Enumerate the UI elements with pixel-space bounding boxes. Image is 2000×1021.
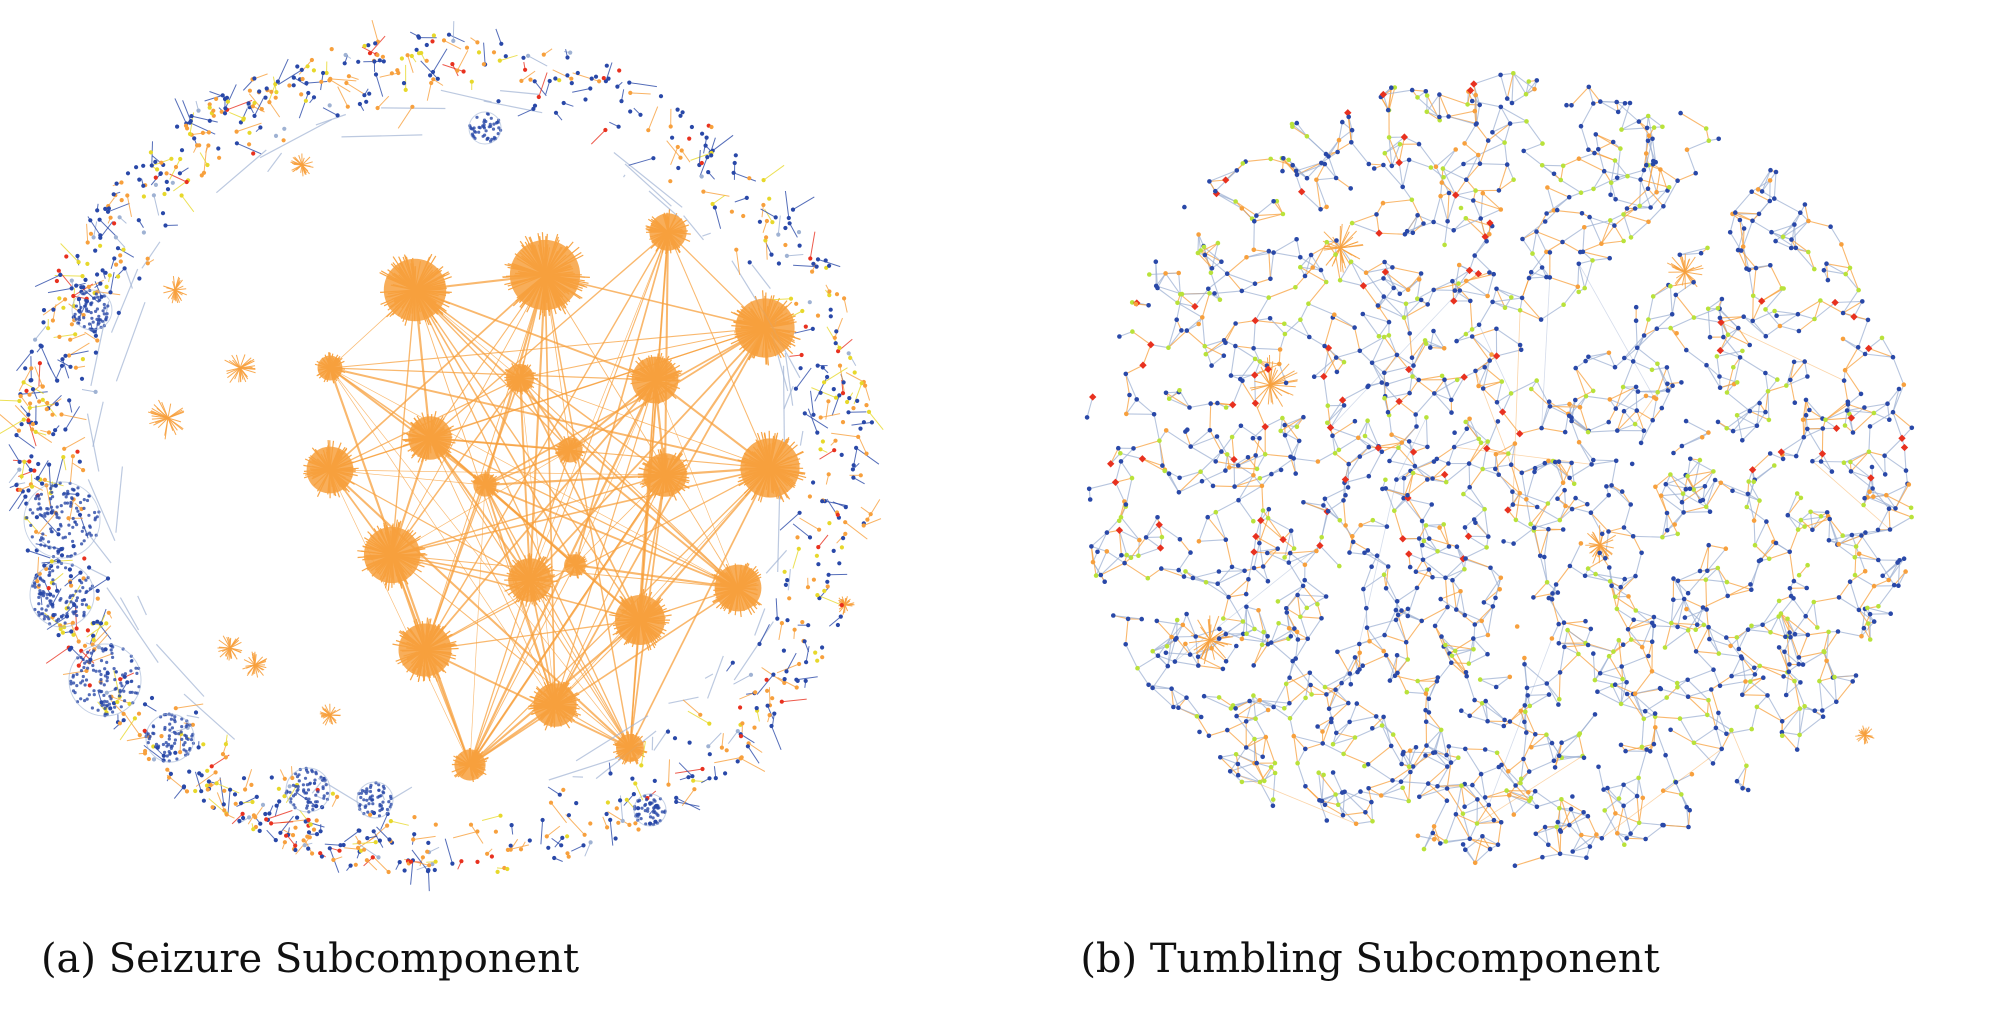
hub-node: [363, 526, 421, 584]
tumbling-network-graph: [1084, 71, 1915, 868]
hub-node: [473, 473, 497, 497]
hub-node: [317, 355, 343, 381]
hub-node: [383, 258, 447, 322]
cluster-node: [356, 781, 394, 819]
hub-node: [306, 446, 354, 494]
edge-layer: [1086, 72, 1913, 867]
caption-tumbling-subcomponent: (b) Tumbling Subcomponent: [1080, 936, 1660, 982]
cluster-node: [71, 289, 113, 331]
hub-node: [398, 623, 452, 677]
hub-node: [631, 356, 679, 404]
cluster-node: [145, 713, 195, 763]
hub-node: [616, 734, 644, 762]
caption-seizure-subcomponent: (a) Seizure Subcomponent: [40, 936, 580, 982]
node-layer: [14, 32, 875, 875]
node-layer: [1084, 71, 1915, 868]
hub-node: [509, 239, 581, 311]
seizure-network-graph: [0, 19, 884, 892]
panel-tumbling-subcomponent: (b) Tumbling Subcomponent: [1000, 0, 2000, 1021]
cluster-node: [633, 793, 667, 827]
cluster-node: [23, 481, 101, 559]
cluster-node: [68, 643, 142, 717]
hub-node: [533, 683, 577, 727]
hub-node: [735, 298, 795, 358]
hub-node: [506, 364, 534, 392]
cluster-node: [285, 767, 331, 813]
hub-node: [557, 437, 583, 463]
cluster-node: [468, 111, 502, 145]
hub-node: [564, 554, 586, 576]
hub-node: [740, 438, 800, 498]
hub-node: [615, 595, 665, 645]
hub-node: [714, 564, 762, 612]
hub-node: [508, 558, 552, 602]
cluster-node: [29, 562, 95, 628]
panel-seizure-subcomponent: (a) Seizure Subcomponent: [0, 19, 884, 982]
hub-node: [408, 416, 452, 460]
hub-node: [643, 453, 687, 497]
hub-node: [649, 213, 687, 251]
hub-node: [454, 749, 486, 781]
